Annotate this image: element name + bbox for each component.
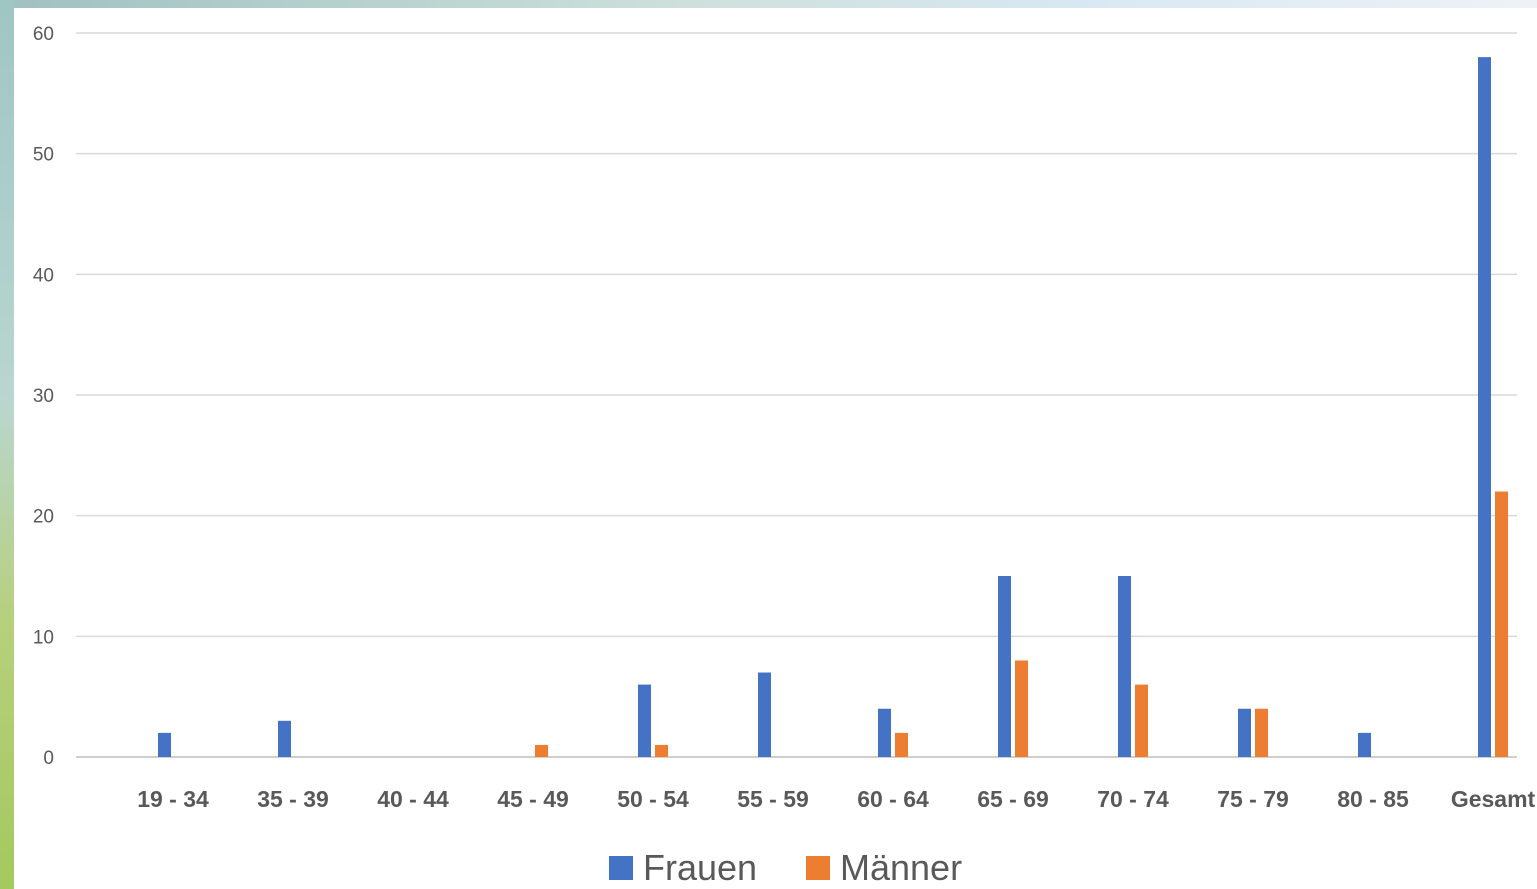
- chart-panel: [14, 8, 1537, 889]
- y-tick-label: 10: [33, 627, 54, 648]
- y-axis-ticks: 0 10 20 30 40 50 60: [33, 24, 54, 769]
- bar-frauen-9: [1238, 708, 1251, 757]
- legend-label: Männer: [840, 847, 962, 888]
- x-tick-label: 55 - 59: [737, 786, 809, 812]
- x-tick-label: 50 - 54: [617, 786, 689, 812]
- legend-swatch: [609, 856, 633, 880]
- bar-frauen-11: [1478, 57, 1491, 757]
- bar-frauen-10: [1358, 732, 1371, 757]
- bar-mnner-8: [1135, 684, 1148, 757]
- bar-frauen-6: [878, 708, 891, 757]
- bar-mnner-6: [895, 732, 908, 757]
- y-tick-label: 0: [43, 748, 54, 769]
- legend-swatch: [806, 856, 830, 880]
- x-tick-label: 65 - 69: [977, 786, 1049, 812]
- left-decor-strip: [0, 0, 14, 889]
- x-tick-label: 75 - 79: [1217, 786, 1289, 812]
- gridlines: [76, 32, 1517, 758]
- x-tick-label: Gesamt: [1451, 786, 1536, 812]
- x-tick-label: 45 - 49: [497, 786, 569, 812]
- bar-frauen-5: [758, 672, 771, 757]
- y-tick-label: 60: [33, 24, 54, 45]
- y-tick-label: 50: [33, 145, 54, 166]
- bar-frauen-7: [998, 576, 1011, 757]
- y-tick-label: 30: [33, 386, 54, 407]
- x-tick-label: 60 - 64: [857, 786, 929, 812]
- bars: [158, 57, 1508, 757]
- x-tick-label: 19 - 34: [137, 786, 209, 812]
- bar-frauen-1: [278, 720, 291, 757]
- x-tick-label: 40 - 44: [377, 786, 449, 812]
- bar-mnner-9: [1255, 708, 1268, 757]
- bar-mnner-7: [1015, 660, 1028, 757]
- x-axis-ticks: 19 - 34 35 - 39 40 - 44 45 - 49 50 - 54 55 - …: [137, 786, 1535, 812]
- y-tick-label: 40: [33, 265, 54, 286]
- x-tick-label: 80 - 85: [1337, 786, 1409, 812]
- y-tick-label: 20: [33, 507, 54, 528]
- bar-mnner-11: [1495, 491, 1508, 757]
- legend-label: Frauen: [643, 847, 757, 888]
- bar-frauen-8: [1118, 576, 1131, 757]
- bar-mnner-4: [655, 744, 668, 757]
- bar-frauen-4: [638, 684, 651, 757]
- bar-mnner-3: [535, 744, 548, 757]
- x-tick-label: 35 - 39: [257, 786, 329, 812]
- legend: Frauen Männer: [609, 847, 962, 888]
- top-decor-strip: [0, 0, 1537, 8]
- x-tick-label: 70 - 74: [1097, 786, 1169, 812]
- bar-frauen-0: [158, 732, 171, 757]
